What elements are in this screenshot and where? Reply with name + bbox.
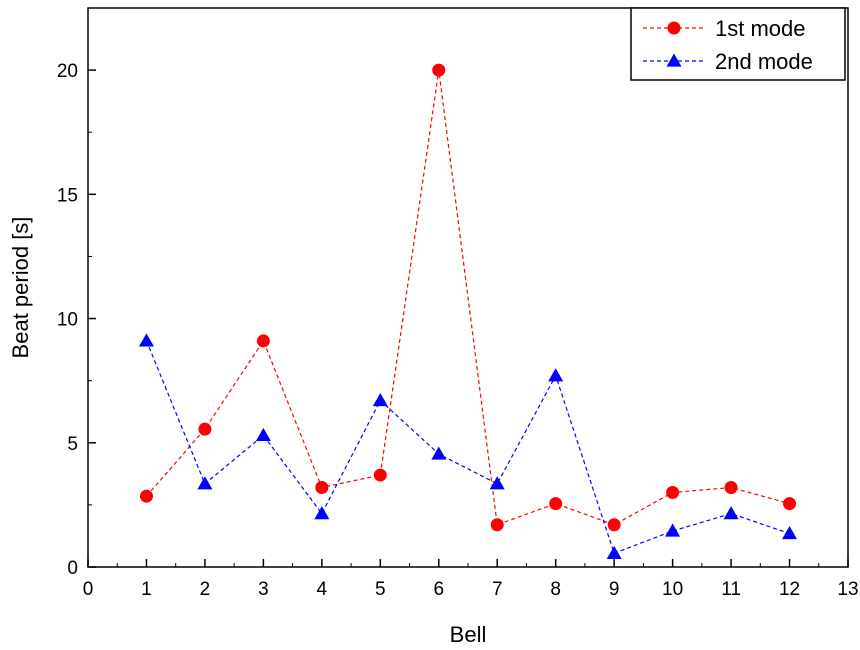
legend-marker <box>666 53 682 67</box>
legend-label: 2nd mode <box>715 49 813 74</box>
x-tick-label: 2 <box>200 579 211 600</box>
data-point-2-9 <box>606 545 622 559</box>
data-point-2-4 <box>314 506 330 520</box>
legend-marker <box>667 21 681 35</box>
x-tick-label: 8 <box>550 579 561 600</box>
plot-area <box>138 63 798 559</box>
data-point-2-5 <box>372 393 388 407</box>
y-tick-label: 0 <box>67 558 78 579</box>
x-tick-label: 3 <box>258 579 269 600</box>
data-point-1-1 <box>139 489 153 503</box>
data-point-1-3 <box>256 334 270 348</box>
data-point-1-9 <box>607 518 621 532</box>
x-tick-label: 6 <box>433 579 444 600</box>
data-point-1-11 <box>724 480 738 494</box>
series-line-1 <box>146 70 790 526</box>
data-point-2-12 <box>782 525 798 540</box>
legend-box <box>630 7 846 81</box>
x-tick-label: 10 <box>662 579 683 600</box>
data-point-1-6 <box>432 63 446 77</box>
data-point-2-7 <box>489 476 505 490</box>
data-point-1-7 <box>490 518 504 532</box>
x-tick-label: 12 <box>779 579 800 600</box>
x-tick-label: 0 <box>83 579 94 600</box>
data-point-1-12 <box>783 497 797 511</box>
x-tick-label: 5 <box>375 579 386 600</box>
y-tick-label: 15 <box>57 185 78 206</box>
data-point-1-5 <box>373 468 387 482</box>
data-point-2-10 <box>665 523 681 537</box>
legend: 1st mode 2nd mode <box>630 7 846 81</box>
data-point-1-8 <box>549 497 563 511</box>
y-tick-label: 10 <box>57 310 78 331</box>
data-point-1-10 <box>666 485 680 499</box>
x-tick-label: 9 <box>609 579 620 600</box>
data-point-2-3 <box>255 427 271 441</box>
data-point-2-6 <box>431 446 447 460</box>
y-tick-label: 5 <box>67 434 78 455</box>
data-point-2-11 <box>723 506 739 520</box>
data-point-1-2 <box>198 422 212 436</box>
x-tick-label: 1 <box>141 579 152 600</box>
x-tick-label: 13 <box>837 579 858 600</box>
y-axis-title: Beat period [s] <box>8 217 33 359</box>
data-point-2-8 <box>548 368 564 382</box>
x-tick-label: 7 <box>492 579 503 600</box>
y-tick-label: 20 <box>57 61 78 82</box>
legend-label: 1st mode <box>715 16 806 41</box>
data-point-1-4 <box>315 480 329 494</box>
x-tick-label: 11 <box>721 579 741 600</box>
legend-item-1: 1st mode <box>643 16 806 41</box>
series-line-2 <box>145 340 790 555</box>
x-axis-title: Bell <box>450 622 487 647</box>
data-point-2-1 <box>138 333 154 347</box>
data-point-2-2 <box>197 476 213 490</box>
x-tick-label: 4 <box>317 579 328 600</box>
legend-item-2: 2nd mode <box>643 49 813 74</box>
